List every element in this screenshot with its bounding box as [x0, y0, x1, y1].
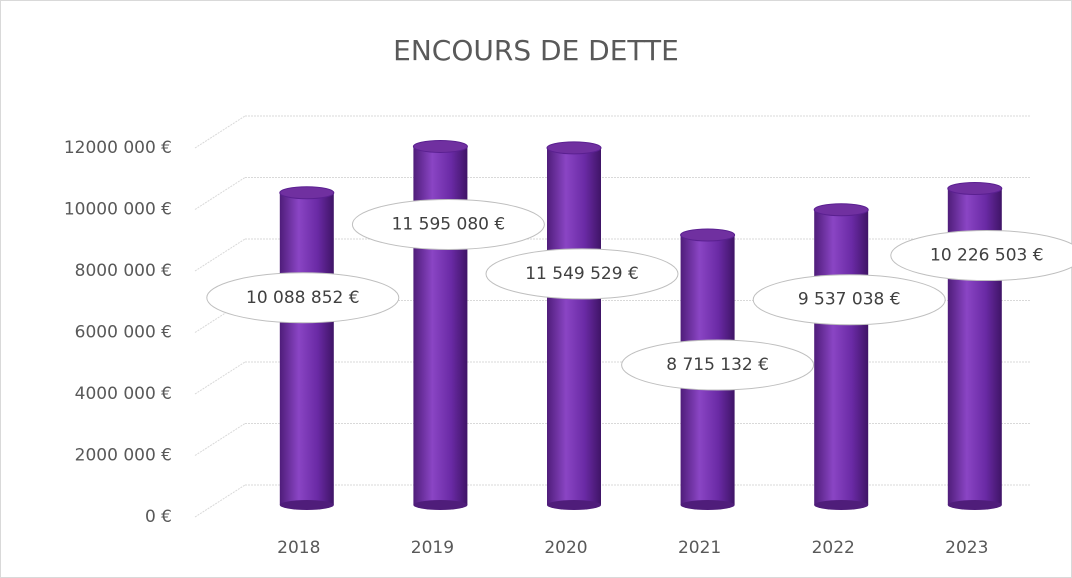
bar-top	[947, 182, 1003, 196]
y-tick-label: 10000 000 €	[64, 200, 172, 220]
bar-base	[413, 500, 468, 510]
bar-top	[546, 141, 602, 155]
bar-base	[680, 500, 735, 510]
bar-base	[814, 500, 869, 510]
bar-base	[947, 500, 1002, 510]
grid-line-side	[194, 423, 246, 456]
y-tick-label: 12000 000 €	[64, 138, 172, 158]
bar	[814, 209, 869, 505]
x-tick-label: 2019	[411, 538, 454, 558]
x-tick-label: 2021	[678, 538, 721, 558]
y-tick-label: 8000 000 €	[75, 261, 172, 281]
data-label: 10 226 503 €	[930, 246, 1044, 266]
x-tick-label: 2018	[277, 538, 320, 558]
x-tick-label: 2023	[945, 538, 988, 558]
x-tick-label: 2020	[544, 538, 587, 558]
data-label-bubble	[890, 230, 1072, 282]
chart-title: ENCOURS DE DETTE	[393, 34, 679, 67]
data-label: 11 549 529 €	[525, 264, 639, 284]
data-label-bubble	[206, 272, 400, 324]
grid-line-side	[194, 484, 246, 518]
data-label: 8 715 132 €	[666, 355, 769, 375]
y-tick-label: 0 €	[145, 507, 172, 527]
bar-top	[680, 228, 736, 242]
y-tick-label: 6000 000 €	[75, 323, 172, 343]
grid-line-side	[194, 115, 246, 149]
bar-base	[547, 500, 601, 510]
grid-line-side	[194, 361, 246, 395]
grid-line-side	[194, 238, 246, 272]
y-tick-label: 4000 000 €	[75, 384, 172, 404]
bar	[547, 147, 601, 505]
data-label: 9 537 038 €	[798, 290, 901, 310]
data-label: 10 088 852 €	[246, 288, 360, 308]
bar-top	[279, 186, 335, 200]
data-label-bubble	[485, 248, 679, 300]
data-label-bubble	[351, 198, 545, 250]
bar-top	[412, 139, 468, 153]
bar-base	[279, 500, 334, 510]
data-label-bubble	[752, 274, 946, 326]
x-tick-label: 2022	[812, 538, 855, 558]
data-label-bubble	[621, 339, 815, 391]
data-label: 11 595 080 €	[392, 214, 506, 234]
bar-top	[813, 203, 869, 217]
bar	[279, 192, 334, 505]
grid-line-side	[194, 177, 246, 210]
y-tick-label: 2000 000 €	[75, 446, 172, 466]
